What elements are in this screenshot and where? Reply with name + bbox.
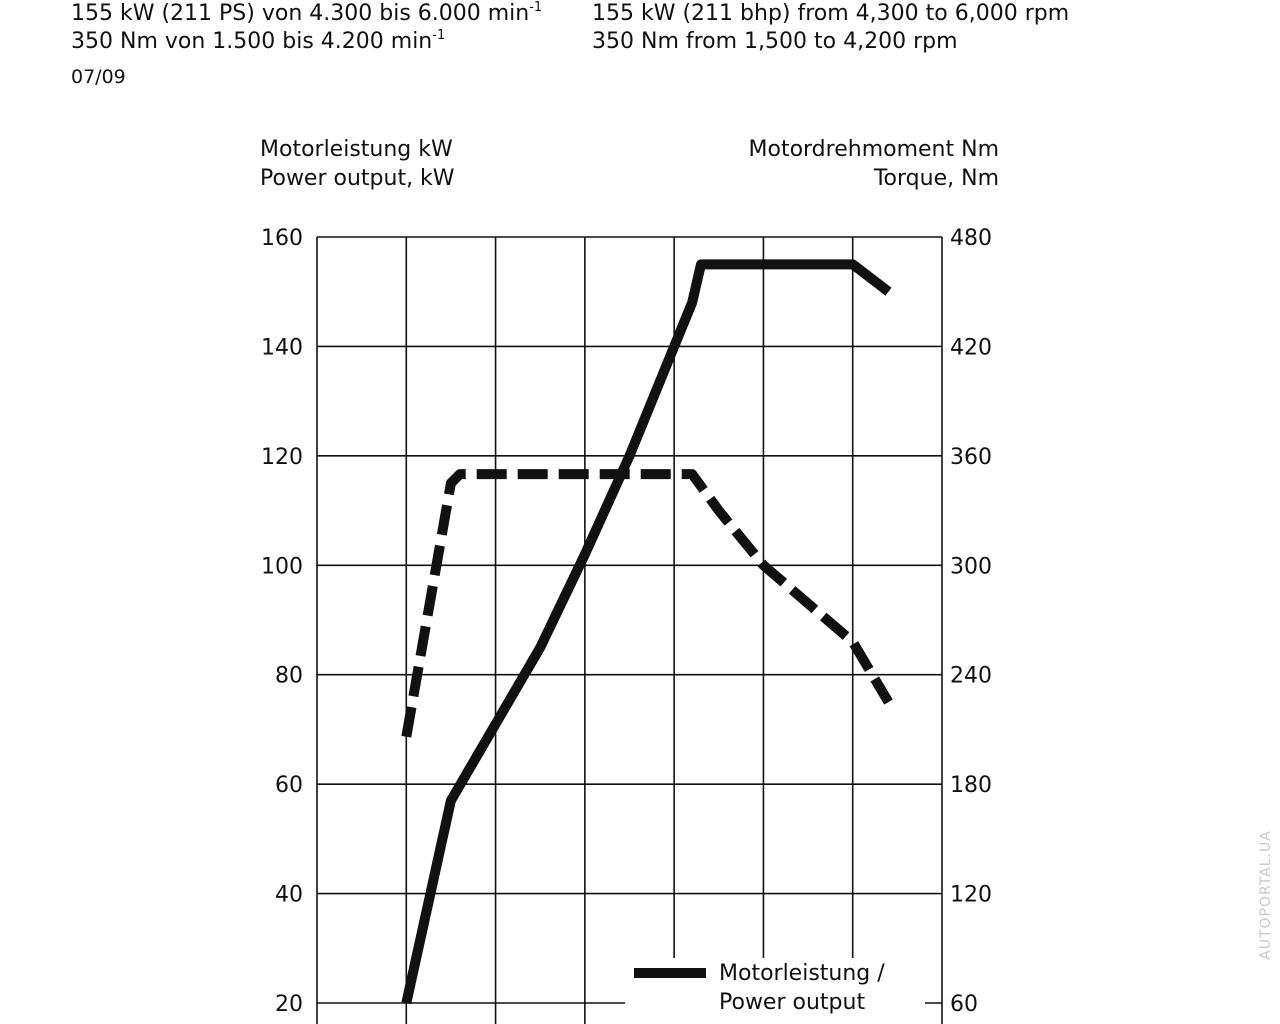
left-tick-label: 40 bbox=[275, 883, 303, 908]
right-tick-label: 240 bbox=[950, 664, 992, 689]
left-tick-label: 80 bbox=[275, 664, 303, 689]
right-axis-title-de: Motordrehmoment Nm bbox=[748, 137, 1000, 162]
left-tick-label: 140 bbox=[261, 335, 303, 360]
header-english-power: 155 kW (211 bhp) from 4,300 to 6,000 rpm bbox=[592, 1, 1070, 26]
chart-series bbox=[401, 259, 893, 1005]
right-tick-label: 420 bbox=[950, 335, 992, 360]
header-english: 155 kW (211 bhp) from 4,300 to 6,000 rpm… bbox=[592, 0, 1069, 56]
right-tick-label: 60 bbox=[950, 992, 978, 1017]
header-german-torque: 350 Nm von 1.500 bis 4.200 min-1 bbox=[71, 28, 446, 54]
header-german-power: 155 kW (211 PS) von 4.300 bis 6.000 min-… bbox=[71, 0, 543, 26]
left-tick-label: 60 bbox=[275, 773, 303, 798]
left-tick-label: 160 bbox=[261, 226, 303, 251]
right-tick-label: 480 bbox=[950, 226, 992, 251]
axis-tick-labels: 20 40 60 80 100 120 140 160 60 120 180 240 300 360 420… bbox=[261, 226, 992, 1017]
right-tick-label: 120 bbox=[950, 883, 992, 908]
left-tick-label: 120 bbox=[261, 445, 303, 470]
right-tick-label: 300 bbox=[950, 554, 992, 579]
date-code: 07/09 bbox=[71, 66, 126, 88]
left-axis-title-en: Power output, kW bbox=[260, 166, 455, 191]
torque-curve bbox=[401, 469, 893, 738]
left-tick-label: 20 bbox=[275, 992, 303, 1017]
header-german: 155 kW (211 PS) von 4.300 bis 6.000 min-… bbox=[71, 0, 542, 56]
right-tick-label: 360 bbox=[950, 445, 992, 470]
right-tick-label: 180 bbox=[950, 773, 992, 798]
power-output-curve bbox=[401, 259, 892, 1005]
left-axis-title-de: Motorleistung kW bbox=[260, 137, 453, 162]
header-english-torque: 350 Nm from 1,500 to 4,200 rpm bbox=[592, 29, 958, 54]
chart-grid bbox=[316, 236, 943, 1024]
left-axis-title: Motorleistung kW Power output, kW bbox=[260, 135, 455, 193]
right-axis-title-en: Torque, Nm bbox=[873, 166, 999, 191]
chart-legend: Motorleistung / Power output bbox=[625, 958, 925, 1024]
right-axis-title: Motordrehmoment Nm Torque, Nm bbox=[749, 135, 1000, 193]
watermark: AUTOPORTAL.UA bbox=[1258, 830, 1274, 960]
legend-label-line1: Motorleistung / bbox=[719, 961, 885, 986]
legend-label-line2: Power output bbox=[719, 990, 865, 1015]
left-tick-label: 100 bbox=[261, 554, 303, 579]
